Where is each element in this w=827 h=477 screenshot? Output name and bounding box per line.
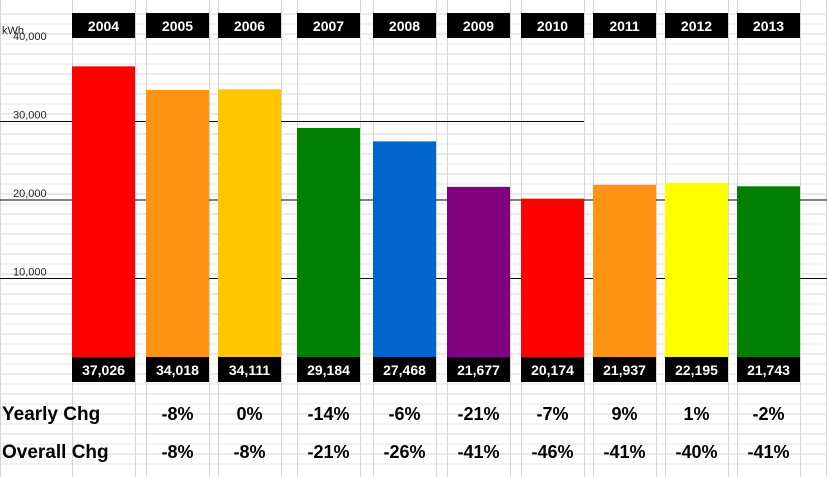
value-label-bg xyxy=(218,357,281,382)
row-value: 1% xyxy=(683,404,709,424)
row-value: -8% xyxy=(161,404,193,424)
value-label-2005: 34,018 xyxy=(156,362,199,378)
bar-2012 xyxy=(665,182,728,357)
row-value: -41% xyxy=(603,442,645,462)
row-value: -46% xyxy=(531,442,573,462)
bar-2008 xyxy=(373,141,436,357)
year-header-bg xyxy=(737,13,800,38)
row-value: 9% xyxy=(611,404,637,424)
year-label-2004: 2004 xyxy=(88,18,119,34)
value-label-2007: 29,184 xyxy=(307,362,350,378)
value-label-2004: 37,026 xyxy=(82,362,125,378)
year-label-2007: 2007 xyxy=(313,18,344,34)
y-axis-unit-label: kWh xyxy=(2,25,24,37)
value-label-2006: 34,111 xyxy=(229,362,270,378)
bar-2006 xyxy=(218,89,281,358)
year-header-bg xyxy=(447,13,510,38)
year-label-2008: 2008 xyxy=(389,18,420,34)
year-header-bg xyxy=(521,13,584,38)
value-label-2010: 20,174 xyxy=(531,362,574,378)
value-label-2012: 22,195 xyxy=(675,362,718,378)
row-value: -8% xyxy=(233,442,265,462)
y-axis-ticks: 10,000 20,000 30,000 40,000 xyxy=(13,31,47,279)
year-label-2006: 2006 xyxy=(234,18,265,34)
year-label-2012: 2012 xyxy=(681,18,712,34)
y-tick-label: 10,000 xyxy=(13,267,47,279)
value-label-bg xyxy=(146,357,209,382)
bars xyxy=(72,66,800,358)
year-header-bg xyxy=(146,13,209,38)
row-value: -14% xyxy=(307,404,349,424)
row-value: -6% xyxy=(388,404,420,424)
year-header-bg xyxy=(72,13,135,38)
year-label-2010: 2010 xyxy=(537,18,568,34)
row-value: -41% xyxy=(747,442,789,462)
row-value: -7% xyxy=(536,404,568,424)
year-header-bg xyxy=(218,13,281,38)
row-value: -21% xyxy=(307,442,349,462)
change-rows: Yearly Chg -8% 0% -14% -6% -21% -7% 9% 1% -2% Over… xyxy=(2,404,790,463)
row-label: Overall Chg xyxy=(2,442,109,463)
value-label-2009: 21,677 xyxy=(457,362,500,378)
value-label-bg xyxy=(447,357,510,382)
value-label-2013: 21,743 xyxy=(747,362,790,378)
bar-2004 xyxy=(72,66,135,358)
year-label-2013: 2013 xyxy=(753,18,784,34)
row-value: -40% xyxy=(675,442,717,462)
bar-2010 xyxy=(521,198,584,357)
value-label-bg xyxy=(297,357,360,382)
bar-2007 xyxy=(297,127,360,357)
year-header-bg xyxy=(665,13,728,38)
y-tick-label: 20,000 xyxy=(13,188,47,200)
year-label-2005: 2005 xyxy=(162,18,193,34)
row-value: -41% xyxy=(457,442,499,462)
value-label-bg xyxy=(72,357,135,382)
value-label-bg xyxy=(737,357,800,382)
value-label-bg xyxy=(665,357,728,382)
row-value: -8% xyxy=(161,442,193,462)
y-tick-label: 30,000 xyxy=(13,110,47,122)
row-label: Yearly Chg xyxy=(2,404,100,425)
row-value: 0% xyxy=(236,404,262,424)
y-tick-label: 40,000 xyxy=(13,31,47,43)
value-label-bg xyxy=(593,357,656,382)
value-label-2011: 21,937 xyxy=(603,362,646,378)
year-header-bg xyxy=(297,13,360,38)
value-label-2008: 27,468 xyxy=(383,362,426,378)
bar-2013 xyxy=(737,186,800,357)
row-value: -21% xyxy=(457,404,499,424)
value-label-bg xyxy=(373,357,436,382)
row-value: -26% xyxy=(383,442,425,462)
value-label-bg xyxy=(521,357,584,382)
year-header-labels: 2004 2005 2006 2007 2008 2009 2010 2011 2012 2013 xyxy=(72,13,800,38)
bar-2011 xyxy=(593,184,656,357)
year-label-2011: 2011 xyxy=(609,18,640,34)
bar-2005 xyxy=(146,89,209,357)
bar-value-labels: 37,026 34,018 34,111 29,184 27,468 21,677 20,1… xyxy=(72,357,800,382)
year-header-bg xyxy=(593,13,656,38)
year-header-bg xyxy=(373,13,436,38)
row-value: -2% xyxy=(752,404,784,424)
bar-2009 xyxy=(447,186,510,357)
year-label-2009: 2009 xyxy=(463,18,494,34)
